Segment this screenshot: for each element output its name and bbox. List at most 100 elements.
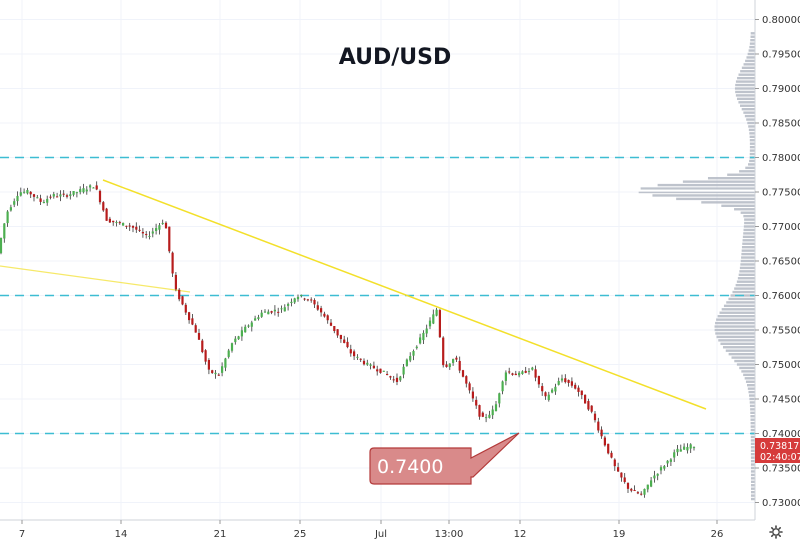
countdown: 02:40:07 [760, 452, 800, 463]
volume-profile-bar [736, 97, 755, 101]
candle [36, 194, 39, 199]
candle [570, 377, 573, 388]
candle-body [349, 349, 352, 354]
volume-profile-bar [750, 446, 755, 449]
candle-body [303, 298, 306, 300]
candle-body [197, 332, 201, 340]
volume-profile-bar [737, 76, 755, 80]
candle-body [320, 308, 323, 313]
candle [214, 369, 217, 379]
level-callout[interactable]: 0.7400 [369, 432, 520, 485]
candle-body [379, 368, 382, 373]
candle [234, 336, 237, 345]
candle [686, 443, 689, 454]
candle-body [669, 459, 672, 462]
candle [557, 377, 560, 386]
volume-profile-bar [750, 32, 755, 35]
volume-profile-bar [731, 356, 755, 359]
candle [584, 394, 587, 404]
volume-profile-bar [750, 463, 755, 466]
candle-body [36, 197, 39, 199]
candle [518, 371, 521, 378]
candle [257, 314, 260, 321]
volume-profile-bar [749, 145, 755, 149]
y-tick-label: 0.76000 [762, 291, 800, 302]
volume-profile-bar [745, 166, 755, 170]
candle [560, 374, 564, 383]
candle [306, 298, 309, 302]
candle-body [574, 384, 577, 389]
candle [504, 370, 507, 386]
candle [610, 450, 613, 459]
candle-body [82, 188, 85, 193]
candle-body [287, 303, 290, 306]
candle-body [689, 444, 692, 449]
volume-profile-bar [749, 45, 755, 49]
candle-body [560, 378, 564, 381]
volume-profile-bar [737, 277, 755, 280]
candle-body [194, 325, 197, 333]
candle-body [547, 394, 550, 400]
candle [452, 358, 455, 366]
volume-profile-bar [749, 142, 755, 145]
volume-profile-bar [739, 170, 755, 173]
candles [0, 181, 696, 498]
candle-body [263, 311, 267, 313]
candle-body [254, 318, 257, 321]
volume-profile-bar [742, 235, 755, 239]
candle-body [395, 377, 399, 382]
candle [174, 272, 177, 292]
candle [405, 358, 408, 367]
price-axis[interactable]: 0.73000 0.73500 0.74000 0.74500 0.75000 0.755… [755, 15, 800, 509]
candle [148, 231, 151, 240]
volume-profile-bar [746, 384, 755, 387]
trend-line-secondary [0, 265, 191, 293]
candle [564, 374, 567, 384]
candle-body [0, 238, 3, 254]
candle [13, 198, 16, 208]
candle [471, 387, 474, 402]
candle-body [224, 358, 227, 368]
candle-body [524, 370, 527, 373]
time-axis[interactable]: 7 14 21 25 Jul 13:00 12 19 26 [19, 520, 724, 540]
candle [135, 222, 138, 233]
volume-profile-bar [750, 480, 755, 483]
candle [346, 337, 349, 349]
candle [636, 490, 639, 495]
volume-profile-bar [739, 270, 755, 273]
candle [244, 324, 247, 333]
candle [171, 251, 174, 278]
volume-profile-bar [736, 280, 755, 283]
candle [320, 305, 323, 317]
candle [158, 222, 161, 235]
candle [514, 370, 517, 376]
gear-icon[interactable] [769, 525, 783, 539]
candle-body [643, 488, 646, 495]
candle-body [125, 225, 128, 227]
candle [501, 380, 504, 395]
volume-profile-bar [738, 101, 755, 104]
candle [75, 191, 78, 198]
volume-profile-bar [750, 470, 755, 473]
volume-profile-bar [748, 125, 755, 128]
candle-body [214, 372, 217, 375]
candle-body [455, 357, 458, 360]
candle [217, 373, 220, 376]
candle-body [135, 226, 138, 230]
candle [9, 204, 12, 212]
candle-body [42, 201, 45, 203]
candle [356, 354, 359, 361]
y-tick-label: 0.77500 [762, 188, 800, 199]
horizontal-levels [0, 156, 755, 435]
candle-body [353, 351, 356, 357]
candle [448, 363, 451, 370]
candle-body [240, 330, 243, 337]
volume-profile-bar [715, 332, 755, 335]
candle [92, 187, 95, 189]
candle-body [122, 222, 125, 226]
y-tick-label: 0.78500 [762, 119, 800, 130]
candle-body [138, 229, 141, 231]
volume-profile-bar [736, 363, 755, 366]
candle-body [118, 222, 121, 224]
candle [547, 391, 550, 402]
